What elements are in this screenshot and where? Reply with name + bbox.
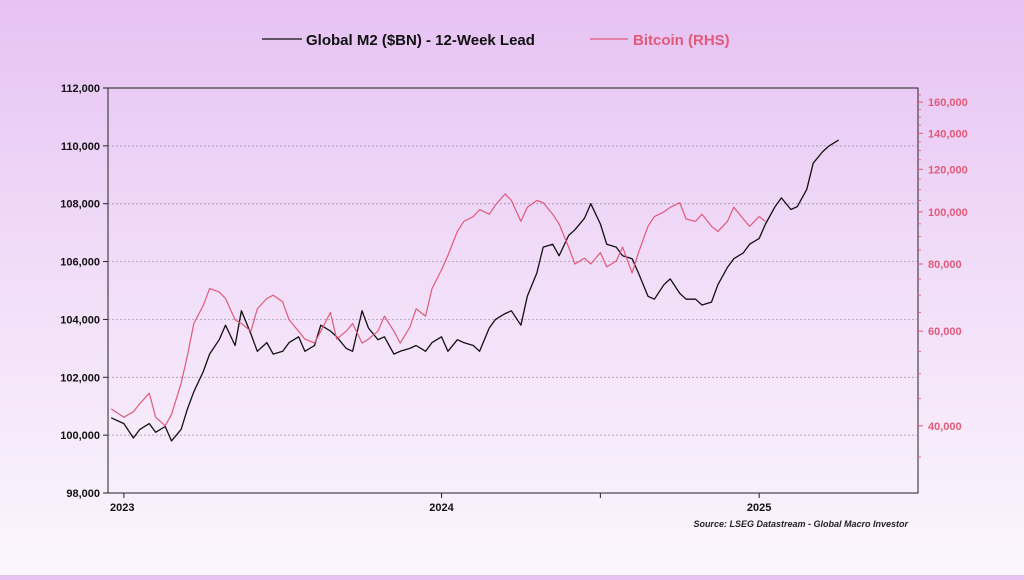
x-tick-label: 2025 xyxy=(747,502,771,514)
y-left-tick-label: 112,000 xyxy=(61,83,100,95)
y-right-tick-label: 120,000 xyxy=(928,164,968,176)
source-note: Source: LSEG Datastream - Global Macro I… xyxy=(693,519,908,529)
series-line-bitcoin xyxy=(110,193,766,427)
y-right-tick-label: 140,000 xyxy=(928,128,968,140)
y-left-tick-label: 106,000 xyxy=(60,257,100,269)
y-right-tick-label: 40,000 xyxy=(928,421,962,433)
x-tick-label: 2024 xyxy=(429,502,454,514)
y-right-tick-label: 80,000 xyxy=(928,259,962,271)
y-left-tick-label: 98,000 xyxy=(66,488,100,500)
legend-label-global-m2: Global M2 ($BN) - 12-Week Lead xyxy=(306,32,535,49)
y-right-tick-label: 160,000 xyxy=(928,97,968,109)
y-left-tick-label: 102,000 xyxy=(60,372,100,384)
y-left-tick-label: 108,000 xyxy=(60,199,100,211)
series-line-global-m2 xyxy=(110,139,839,442)
y-left-tick-label: 110,000 xyxy=(61,141,100,153)
legend-label-bitcoin: Bitcoin (RHS) xyxy=(633,32,730,49)
y-left-tick-label: 104,000 xyxy=(60,314,100,326)
y-right-tick-label: 60,000 xyxy=(928,326,962,338)
y-left-tick-label: 100,000 xyxy=(60,430,100,442)
x-tick-label: 2023 xyxy=(110,502,134,514)
y-right-tick-label: 100,000 xyxy=(928,207,968,219)
plot-frame xyxy=(107,87,919,494)
